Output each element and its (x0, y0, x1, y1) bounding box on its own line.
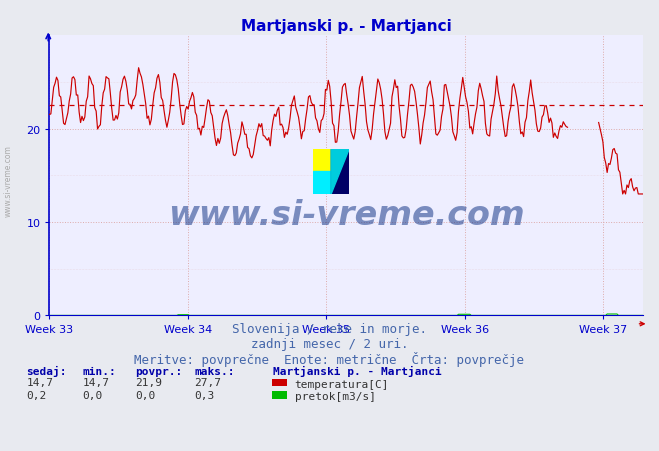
Text: Meritve: povprečne  Enote: metrične  Črta: povprečje: Meritve: povprečne Enote: metrične Črta:… (134, 351, 525, 366)
Text: temperatura[C]: temperatura[C] (295, 379, 389, 389)
Text: min.:: min.: (82, 366, 116, 376)
Bar (331, 149, 349, 194)
Text: maks.:: maks.: (194, 366, 235, 376)
Text: 0,0: 0,0 (82, 390, 103, 400)
Text: sedaj:: sedaj: (26, 365, 67, 376)
Text: 14,7: 14,7 (82, 377, 109, 387)
Text: Martjanski p. - Martjanci: Martjanski p. - Martjanci (273, 365, 442, 376)
Bar (313, 149, 331, 172)
Text: povpr.:: povpr.: (135, 366, 183, 376)
Text: 14,7: 14,7 (26, 377, 53, 387)
Text: Slovenija / reke in morje.: Slovenija / reke in morje. (232, 322, 427, 336)
Polygon shape (331, 149, 349, 194)
Text: 0,2: 0,2 (26, 390, 47, 400)
Text: www.si-vreme.com: www.si-vreme.com (3, 144, 13, 216)
Text: pretok[m3/s]: pretok[m3/s] (295, 391, 376, 401)
Text: 27,7: 27,7 (194, 377, 221, 387)
Text: 0,3: 0,3 (194, 390, 215, 400)
Text: 0,0: 0,0 (135, 390, 156, 400)
Title: Martjanski p. - Martjanci: Martjanski p. - Martjanci (241, 18, 451, 33)
Text: 21,9: 21,9 (135, 377, 162, 387)
Text: zadnji mesec / 2 uri.: zadnji mesec / 2 uri. (251, 337, 408, 350)
Bar (313, 172, 331, 194)
Text: www.si-vreme.com: www.si-vreme.com (167, 198, 525, 231)
